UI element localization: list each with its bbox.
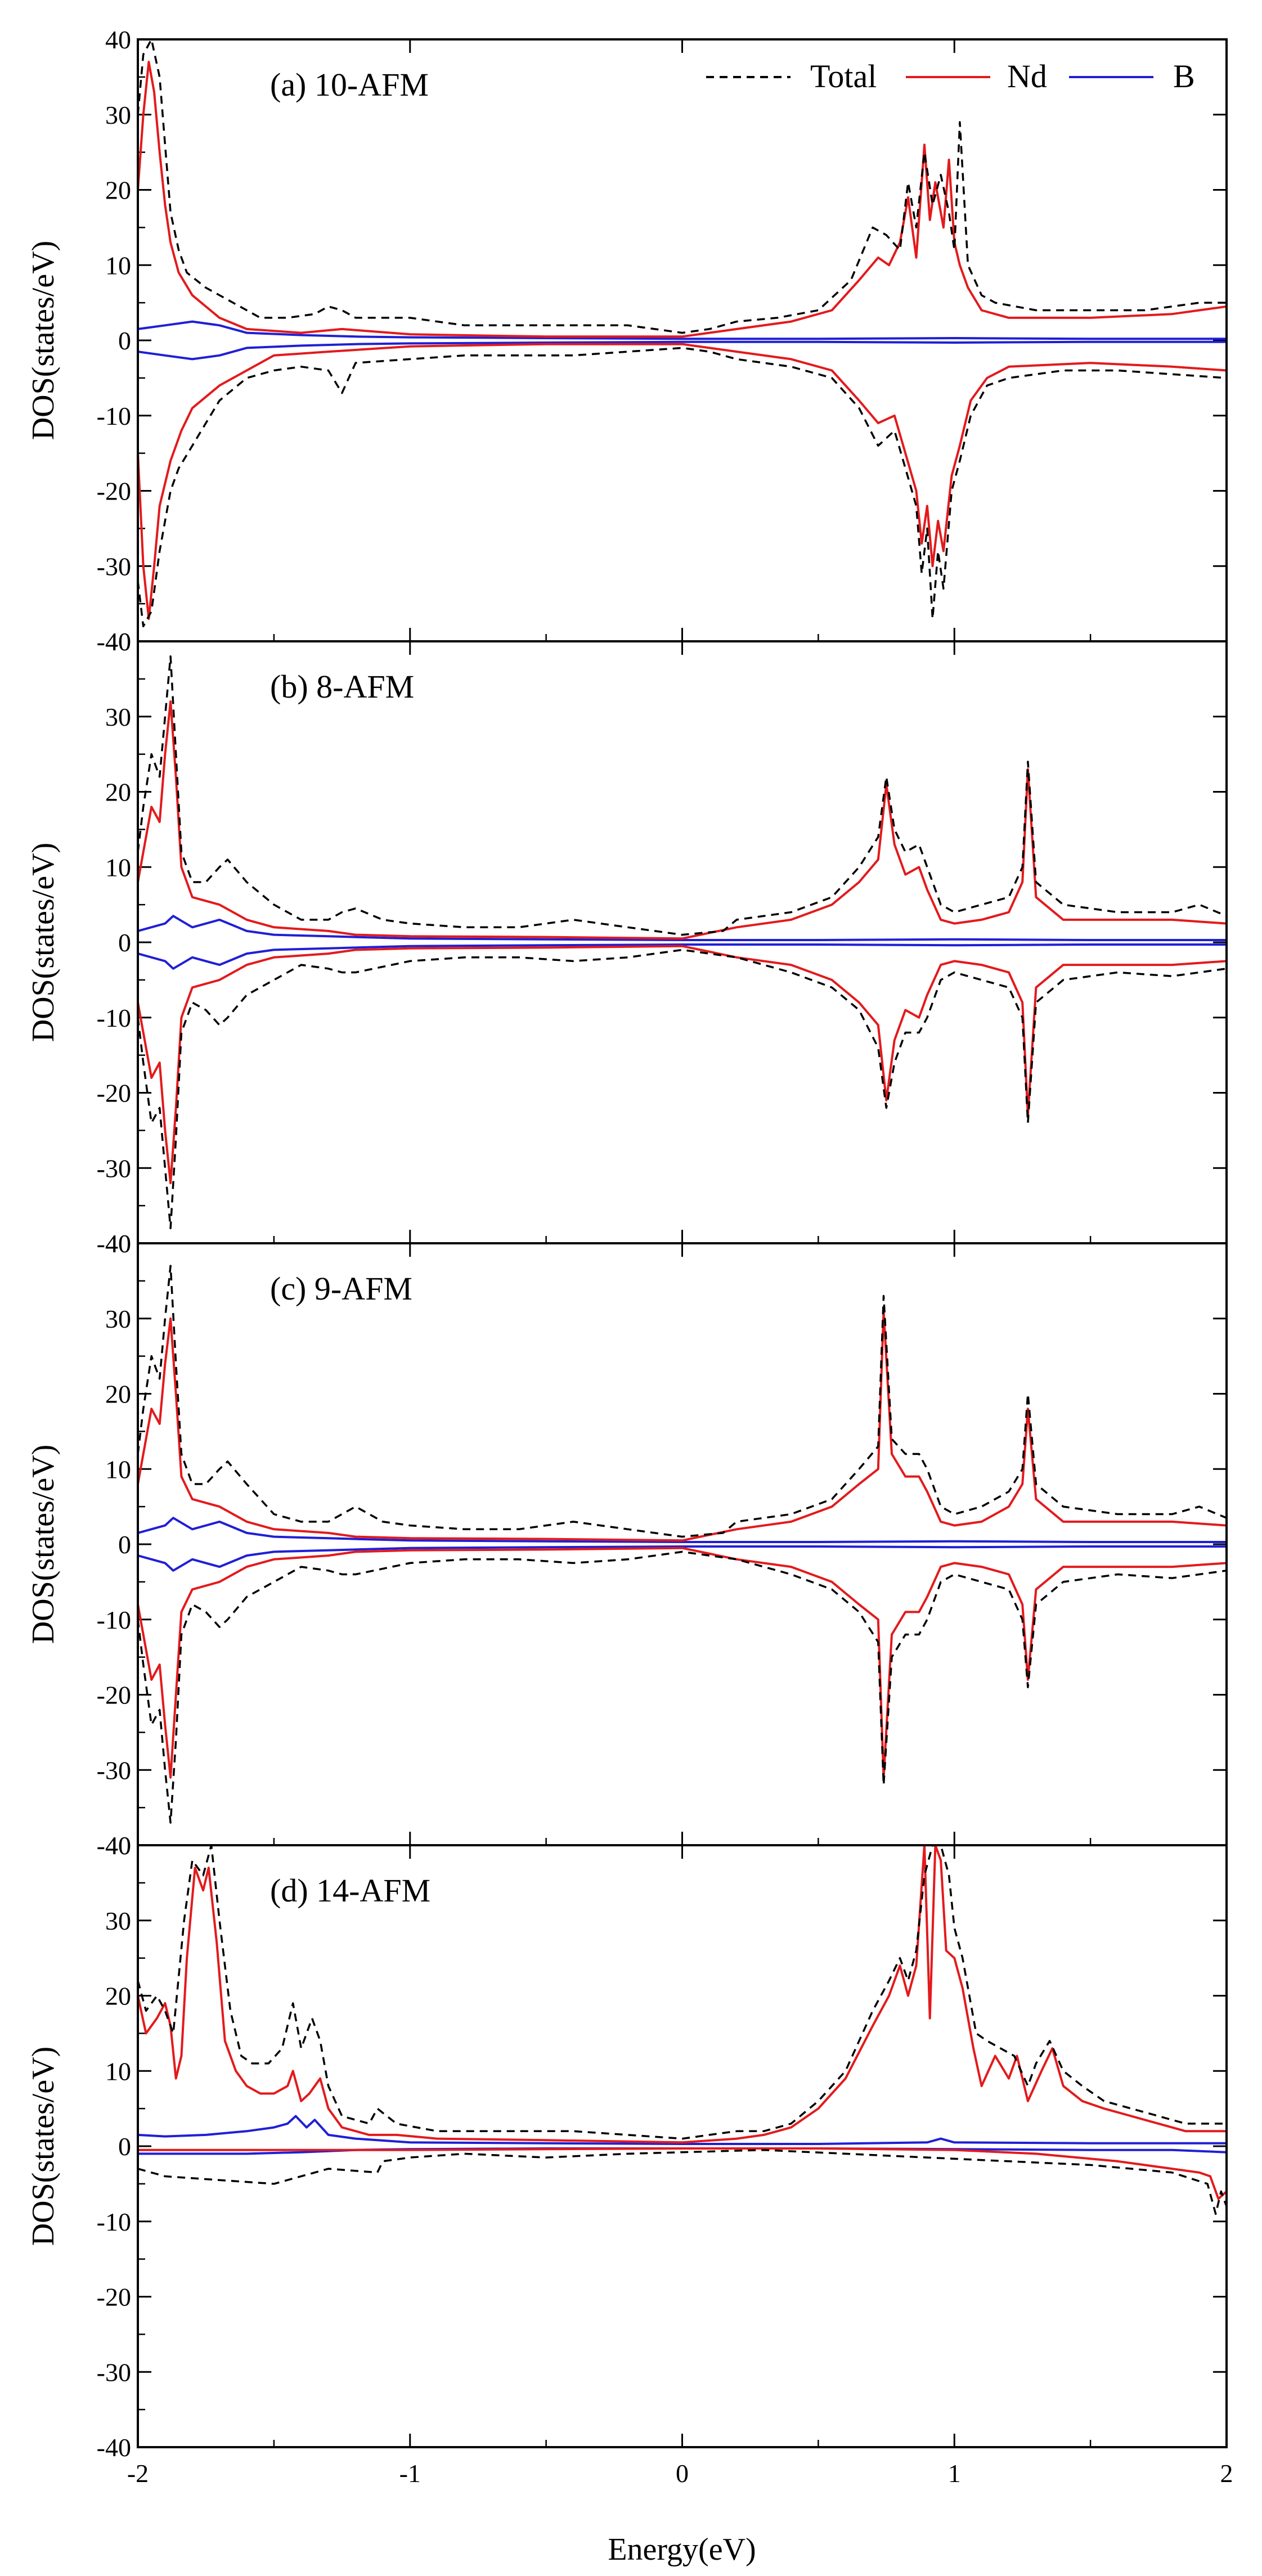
y-tick-label: -30 (97, 552, 131, 581)
panel-label: (a) 10-AFM (270, 66, 429, 103)
panel-label: (d) 14-AFM (270, 1872, 430, 1909)
legend: Total Nd B (706, 58, 1195, 95)
x-tick-label: 1 (948, 2459, 961, 2488)
y-axis-title: DOS(states/eV) (26, 1445, 61, 1644)
x-tick-label: 2 (1220, 2459, 1233, 2488)
y-tick-label: 30 (105, 101, 131, 129)
series-line-total-up (138, 1845, 1227, 2140)
series-line-b-up (138, 1517, 1227, 1543)
y-tick-label: 10 (105, 2057, 131, 2085)
series-group (138, 1265, 1227, 1824)
series-group (138, 39, 1227, 628)
panel-label: (b) 8-AFM (270, 668, 414, 705)
y-tick-label: -30 (97, 1154, 131, 1183)
x-tick-label: -1 (399, 2459, 421, 2488)
panel-label: (c) 9-AFM (270, 1270, 412, 1307)
series-line-b-up (138, 320, 1227, 340)
x-tick-label: -2 (127, 2459, 149, 2488)
series-line-total-down (138, 948, 1227, 1230)
panel-a: 40 30 20 10 0 -10 -20 -30 -40 (a) 10-AFM DOS(state… (26, 25, 1228, 656)
legend-label-total: Total (810, 58, 877, 95)
series-line-total-down (138, 1550, 1227, 1824)
series-line-nd-down (138, 1547, 1227, 1779)
y-tick-label: -30 (97, 1756, 131, 1784)
y-tick-label: -10 (97, 1004, 131, 1032)
y-tick-label: -10 (97, 1606, 131, 1634)
series-group (138, 1845, 1227, 2215)
y-tick-label: 10 (105, 1455, 131, 1483)
y-tick-label: 40 (105, 1229, 131, 1258)
series-group (138, 655, 1227, 1230)
y-tick-label: 30 (105, 1305, 131, 1333)
y-tick-label: -20 (97, 1681, 131, 1710)
y-tick-label: 40 (105, 1831, 131, 1860)
series-line-nd-up (138, 61, 1227, 338)
y-tick-label: -20 (97, 1079, 131, 1108)
y-tick-label: -40 (97, 2433, 131, 2462)
series-line-b-down (138, 1545, 1227, 1572)
y-tick-label: -40 (97, 1831, 131, 1860)
y-tick-label: -20 (97, 2283, 131, 2312)
y-tick-label: 20 (105, 778, 131, 807)
series-line-b-down (138, 943, 1227, 970)
y-tick-label: 40 (105, 627, 131, 656)
legend-label-b: B (1173, 58, 1195, 95)
y-tick-label: 40 (105, 25, 131, 54)
y-tick-label: -30 (97, 2358, 131, 2386)
panel-b: 40 30 20 10 0 -10 -20 -30 -40 (b) 8-AFM DOS(states… (26, 627, 1228, 1258)
y-axis-title: DOS(states/eV) (26, 241, 61, 440)
series-line-b-up (138, 915, 1227, 941)
series-line-b-up (138, 2115, 1227, 2145)
panel-d: 40 30 20 10 0 -10 -20 -30 -40 (d) 14-AFM DOS(state… (26, 1831, 1228, 2462)
series-line-b-down (138, 340, 1227, 361)
x-tick-labels: -2 -1 0 1 2 (127, 2459, 1233, 2488)
y-tick-label: 30 (105, 703, 131, 731)
series-line-nd-down (138, 343, 1227, 620)
y-tick-label: -10 (97, 402, 131, 430)
panels-group: 40 30 20 10 0 -10 -20 -30 -40 (a) 10-AFM DOS(state… (26, 25, 1228, 2462)
legend-label-nd: Nd (1007, 58, 1047, 95)
y-tick-label: 20 (105, 1982, 131, 2011)
x-tick-label: 0 (676, 2459, 689, 2488)
y-tick-label: 0 (118, 2132, 131, 2161)
y-axis-title: DOS(states/eV) (26, 843, 61, 1042)
series-line-nd-up (138, 1310, 1227, 1542)
y-tick-label: 20 (105, 1380, 131, 1409)
y-axis-title: DOS(states/eV) (26, 2047, 61, 2246)
y-tick-label: -40 (97, 627, 131, 656)
y-tick-label: 0 (118, 928, 131, 957)
series-line-nd-up (138, 700, 1227, 940)
y-tick-label: -20 (97, 477, 131, 506)
x-axis-title: Energy(eV) (608, 2532, 756, 2567)
y-tick-label: 10 (105, 853, 131, 882)
y-tick-label: -10 (97, 2208, 131, 2236)
series-line-total-up (138, 39, 1227, 334)
y-tick-label: 30 (105, 1907, 131, 1935)
series-line-nd-up (138, 1845, 1227, 2144)
series-line-total-up (138, 655, 1227, 936)
y-tick-label: 0 (118, 326, 131, 355)
series-line-total-down (138, 2148, 1227, 2215)
y-tick-label: -40 (97, 1229, 131, 1258)
panel-frame (137, 1844, 1228, 2448)
series-line-total-up (138, 1265, 1227, 1538)
y-tick-label: 20 (105, 176, 131, 205)
series-line-nd-down (138, 945, 1227, 1184)
series-line-nd-down (138, 2147, 1227, 2200)
y-tick-label: 10 (105, 251, 131, 280)
y-tick-label: 0 (118, 1530, 131, 1559)
